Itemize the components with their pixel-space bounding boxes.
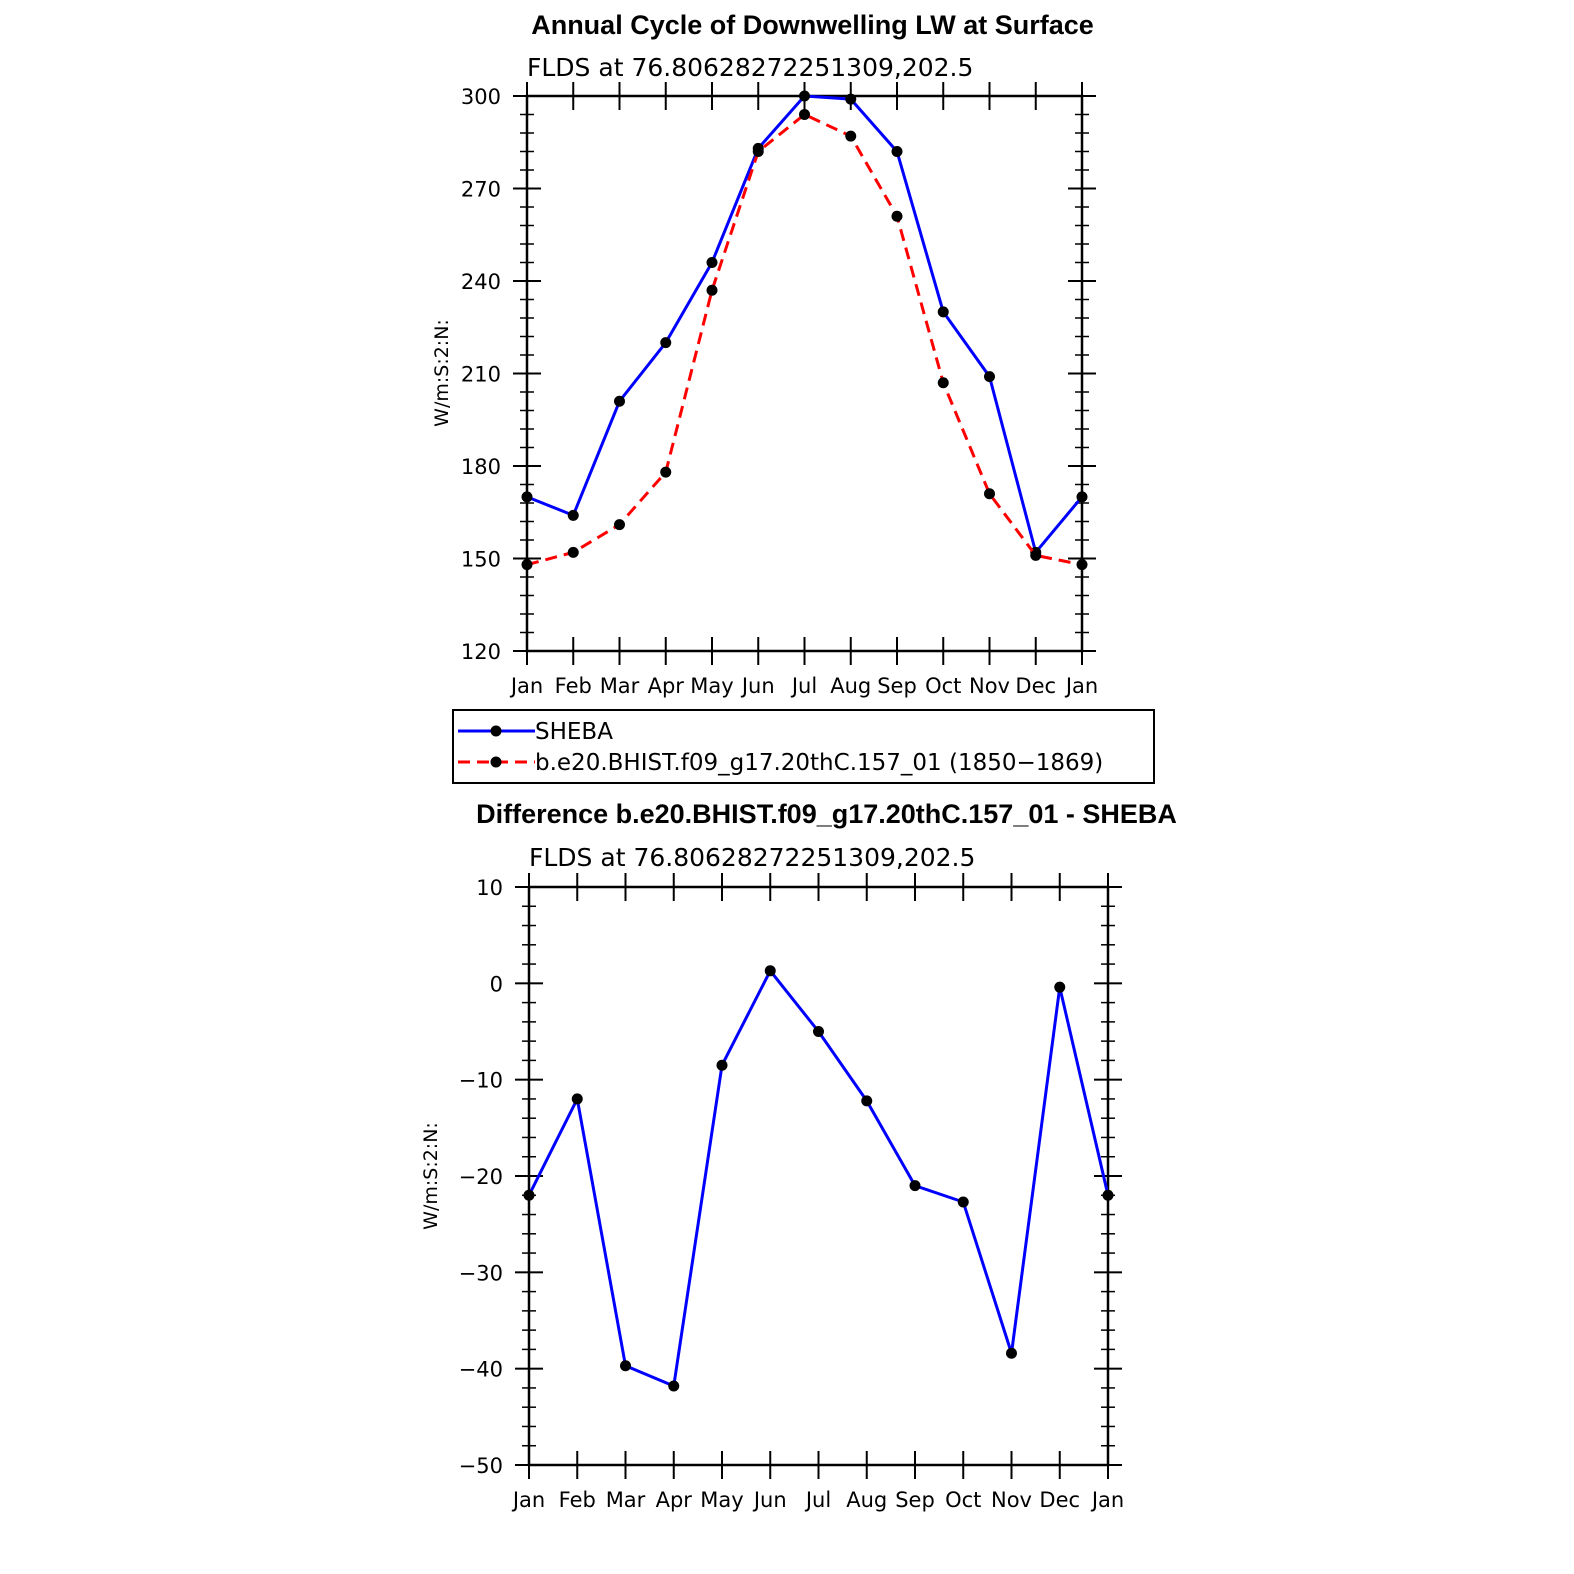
data-point: [799, 109, 810, 120]
chart-title: Annual Cycle of Downwelling LW at Surfac…: [531, 10, 1094, 40]
y-tick-label: 0: [490, 972, 503, 996]
x-tick-label: Apr: [656, 1488, 693, 1512]
x-tick-label: Feb: [555, 674, 592, 698]
plot-frame: [527, 885, 1110, 1467]
data-point: [861, 1095, 873, 1107]
x-tick-label: Jan: [511, 1488, 545, 1512]
data-point: [614, 395, 625, 407]
data-point: [668, 1380, 680, 1392]
x-tick-label: Jan: [509, 674, 543, 698]
x-tick-label: Jul: [804, 1488, 831, 1512]
legend-entry: SHEBA: [535, 719, 613, 745]
chart-2: Difference b.e20.BHIST.f09_g17.20thC.157…: [420, 799, 1177, 1512]
data-point: [984, 488, 995, 500]
x-tick-label: Mar: [600, 674, 640, 698]
x-tick-label: Nov: [991, 1488, 1032, 1512]
data-point: [752, 146, 764, 157]
y-tick-label: 120: [461, 640, 501, 664]
data-point: [937, 306, 949, 318]
y-tick-label: 270: [461, 178, 501, 202]
series-line-1: [526, 94, 1084, 556]
x-tick-label: Jun: [752, 1488, 787, 1512]
x-tick-label: Sep: [877, 674, 917, 698]
data-point: [984, 371, 995, 383]
x-tick-label: Jun: [740, 674, 775, 698]
data-point: [1006, 1347, 1017, 1359]
x-tick-label: May: [700, 1488, 743, 1512]
data-point: [891, 146, 903, 157]
x-tick-label: Jan: [1090, 1488, 1124, 1512]
data-point: [567, 509, 579, 521]
data-point: [957, 1196, 969, 1208]
data-point: [1076, 559, 1088, 571]
data-point: [706, 284, 718, 296]
legend-box: [452, 709, 1155, 784]
x-tick-label: Nov: [969, 674, 1010, 698]
x-tick-label: Dec: [1039, 1488, 1080, 1512]
chart-subtitle: FLDS at 76.80628272251309,202.5: [529, 843, 975, 872]
plot-frame: [525, 94, 1084, 653]
y-tick-label: 240: [461, 270, 501, 294]
x-tick-label: Aug: [830, 674, 871, 698]
y-tick-label: 10: [476, 876, 503, 900]
legend-entry: b.e20.BHIST.f09_g17.20thC.157_01 (1850−1…: [535, 750, 1103, 776]
y-tick-label: −20: [459, 1165, 503, 1189]
data-point: [937, 377, 949, 389]
y-tick-label: 150: [461, 548, 501, 572]
y-tick-label: 300: [461, 85, 501, 109]
x-tick-label: Aug: [846, 1488, 887, 1512]
data-point: [660, 466, 672, 478]
data-point: [523, 1189, 535, 1201]
data-point: [764, 965, 776, 977]
series-line-2: [526, 112, 1083, 567]
data-point: [620, 1360, 631, 1372]
x-tick-label: Jul: [790, 674, 817, 698]
data-point: [799, 90, 810, 102]
data-point: [521, 491, 533, 503]
data-point: [571, 1093, 583, 1105]
data-point: [567, 546, 579, 558]
legend-marker: [490, 725, 502, 737]
data-point: [1102, 1189, 1114, 1201]
data-point: [1076, 491, 1088, 503]
x-tick-label: Mar: [606, 1488, 646, 1512]
x-tick-label: Jan: [1064, 674, 1098, 698]
legend: SHEBA b.e20.BHIST.f09_g17.20thC.157_01 (1…: [452, 709, 1155, 784]
data-point: [716, 1059, 728, 1071]
x-tick-label: Oct: [945, 1488, 981, 1512]
x-tick-label: May: [690, 674, 733, 698]
data-point: [1030, 549, 1042, 561]
data-point: [909, 1180, 921, 1192]
data-point: [891, 210, 903, 222]
y-tick-label: −50: [459, 1454, 503, 1478]
y-tick-label: 180: [461, 455, 501, 479]
y-tick-label: −40: [459, 1358, 503, 1382]
x-tick-label: Apr: [648, 674, 685, 698]
data-point: [614, 519, 625, 531]
y-tick-label: 210: [461, 363, 501, 387]
chart-title: Difference b.e20.BHIST.f09_g17.20thC.157…: [476, 799, 1177, 829]
x-tick-label: Sep: [895, 1488, 935, 1512]
legend-marker: [490, 756, 502, 768]
chart-subtitle: FLDS at 76.80628272251309,202.5: [527, 53, 973, 82]
data-point: [521, 559, 533, 571]
data-point: [660, 337, 672, 349]
y-tick-label: −10: [459, 1069, 503, 1093]
x-tick-label: Oct: [925, 674, 961, 698]
data-point: [1054, 981, 1066, 993]
y-axis-label: W/m:S:2:N:: [431, 319, 453, 427]
data-point: [813, 1026, 824, 1037]
y-axis-label: W/m:S:2:N:: [420, 1122, 442, 1230]
x-tick-label: Dec: [1015, 674, 1056, 698]
chart-1: Annual Cycle of Downwelling LW at Surfac…: [431, 10, 1155, 784]
data-point: [845, 130, 857, 142]
data-point: [706, 257, 718, 268]
y-tick-label: −30: [459, 1261, 503, 1285]
data-point: [845, 93, 857, 105]
x-tick-label: Feb: [559, 1488, 596, 1512]
